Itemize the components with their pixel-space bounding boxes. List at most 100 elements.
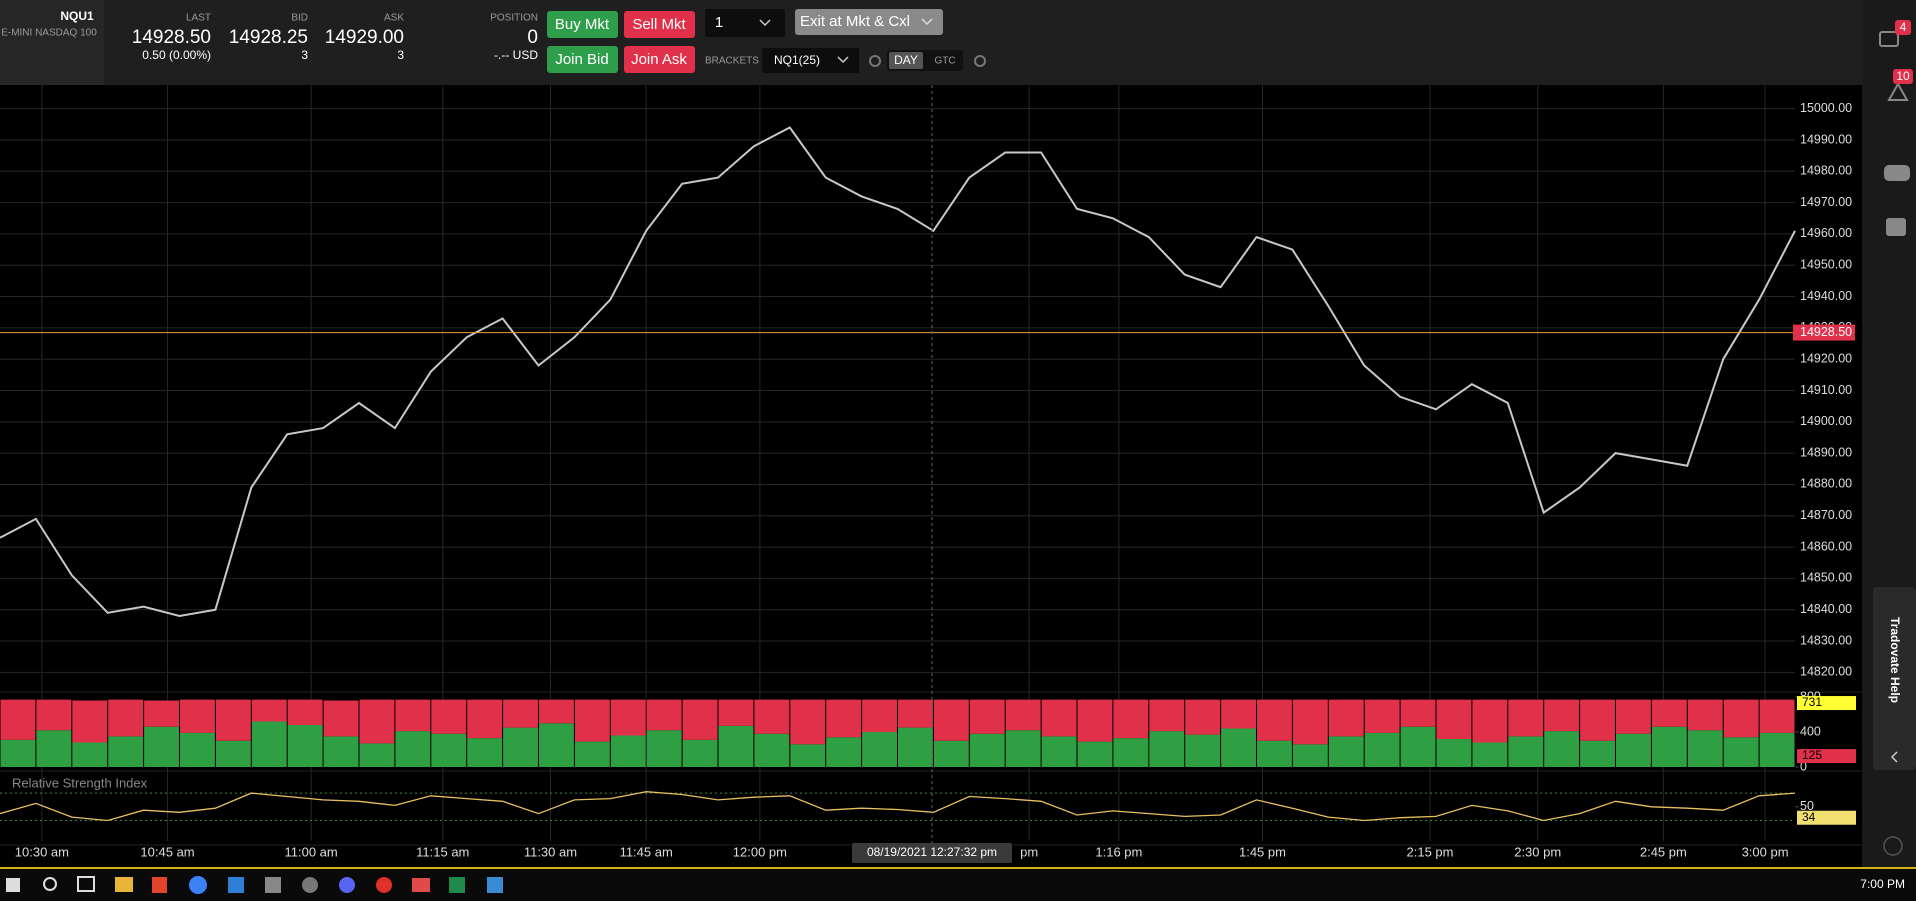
app-icon[interactable]	[302, 877, 318, 893]
volume-bar	[1041, 736, 1077, 767]
quantity-input[interactable]	[705, 9, 785, 37]
x-tick-label: 1:16 pm	[1095, 844, 1142, 859]
y-tick-label: 14900.00	[1800, 414, 1852, 428]
brackets-chevron[interactable]	[837, 56, 849, 64]
x-tick-label: 12:00 pm	[733, 844, 787, 859]
volume-bar	[215, 740, 251, 767]
clock: 7:00 PM	[1860, 877, 1905, 891]
day-option[interactable]	[889, 52, 923, 69]
gtc-label[interactable]: GTC	[934, 56, 955, 67]
symbol-description: E-MINI NASDAQ 100	[1, 28, 97, 39]
volume-bar	[1041, 699, 1077, 737]
buy-market-label[interactable]: Buy Mkt	[555, 16, 610, 33]
y-tick-label: 14840.00	[1800, 602, 1852, 616]
settings-icon[interactable]	[869, 55, 881, 67]
volume-bar	[1472, 742, 1508, 767]
x-tick-label: 2:45 pm	[1640, 844, 1687, 859]
y-tick-label: 14890.00	[1800, 445, 1852, 459]
app-icon[interactable]	[228, 877, 244, 893]
position: 0	[527, 27, 538, 48]
volume-bar	[610, 735, 646, 767]
help-label[interactable]: Tradovate Help	[1888, 617, 1902, 703]
volume-bar	[933, 740, 969, 767]
app-icon[interactable]	[412, 878, 430, 892]
sell-market-button[interactable]	[624, 11, 695, 38]
y-tick-label: 14920.00	[1800, 351, 1852, 365]
volume-bar	[969, 699, 1005, 734]
alerts-badge	[1893, 69, 1913, 84]
pane-title: Relative Strength Index	[12, 775, 148, 790]
settings-icon[interactable]	[974, 55, 986, 67]
office-icon[interactable]	[152, 877, 167, 893]
excel-icon[interactable]	[449, 877, 465, 893]
exit-label[interactable]: Exit at Mkt & Cxl	[800, 13, 910, 30]
price-change: 0.50 (0.00%)	[142, 48, 211, 62]
join-ask-button[interactable]	[624, 46, 695, 73]
join-ask-label[interactable]: Join Ask	[631, 51, 687, 68]
app-icon[interactable]	[376, 877, 392, 893]
bid-label: BID	[291, 13, 308, 24]
volume-bar	[790, 744, 826, 767]
help-chevron[interactable]	[1890, 751, 1898, 763]
last-price-box	[1793, 324, 1855, 341]
help-tab[interactable]	[1873, 587, 1916, 770]
price-line	[0, 126, 1796, 618]
volume-bar	[969, 733, 1005, 767]
alerts-icon[interactable]	[1887, 81, 1909, 101]
y-tick-label: 14910.00	[1800, 383, 1852, 397]
explorer-icon[interactable]	[115, 877, 133, 892]
volume-bar	[754, 733, 790, 767]
volume-bar	[1580, 699, 1615, 741]
volume-bar	[1723, 737, 1759, 767]
start-button[interactable]	[6, 878, 20, 892]
last-price-label: 14928.50	[1800, 325, 1852, 339]
community-icon[interactable]	[1884, 165, 1910, 181]
value-marker	[1797, 696, 1856, 711]
buy-market-button[interactable]	[547, 11, 618, 38]
task-view-button[interactable]	[77, 876, 95, 892]
volume-bar	[1328, 736, 1364, 767]
volume-bar	[0, 699, 36, 740]
join-bid-label[interactable]: Join Bid	[555, 51, 608, 68]
volume-bar	[395, 731, 431, 767]
rsi-line	[0, 791, 1796, 822]
volume-bar	[1257, 699, 1292, 741]
volume-bar	[1616, 733, 1651, 767]
exit-chevron[interactable]	[921, 18, 933, 26]
volume-bar	[251, 721, 287, 767]
brackets-select[interactable]	[762, 48, 859, 73]
quantity-chevron[interactable]	[759, 19, 771, 27]
volume-bar	[1113, 738, 1149, 767]
discord-icon[interactable]	[339, 877, 355, 893]
sell-market-label[interactable]: Sell Mkt	[632, 16, 686, 33]
exit-button[interactable]	[795, 9, 943, 35]
volume-bar	[1544, 731, 1580, 767]
volume-bar	[431, 699, 467, 734]
messages-icon[interactable]	[1879, 31, 1899, 47]
chrome-icon[interactable]	[189, 876, 207, 894]
x-tick-label: 11:15 am	[416, 844, 469, 859]
volume-bar	[1364, 732, 1400, 767]
join-bid-button[interactable]	[547, 46, 618, 73]
volume-bar	[610, 699, 646, 736]
quantity[interactable]: 1	[715, 14, 723, 31]
y-tick-label: 14970.00	[1800, 195, 1852, 209]
brackets[interactable]: NQ1(25)	[774, 53, 820, 67]
app-icon[interactable]	[265, 877, 281, 893]
app-icon[interactable]	[487, 877, 503, 893]
volume-bar	[539, 699, 574, 724]
volume-bar	[1149, 731, 1185, 767]
trophy-icon[interactable]	[1886, 218, 1906, 236]
volume-bar	[467, 699, 503, 739]
search-button[interactable]	[43, 877, 57, 891]
volume-bar	[108, 736, 144, 767]
help-icon[interactable]	[1883, 836, 1903, 856]
symbol[interactable]: NQU1	[60, 9, 94, 23]
y-tick-label: 0	[1800, 759, 1807, 773]
volume-bar	[395, 699, 431, 732]
y-tick-label: 14820.00	[1800, 665, 1852, 679]
day-label[interactable]: DAY	[894, 53, 918, 67]
volume-bar	[1472, 699, 1508, 743]
volume-bar	[718, 725, 754, 767]
last-label: LAST	[186, 13, 211, 24]
